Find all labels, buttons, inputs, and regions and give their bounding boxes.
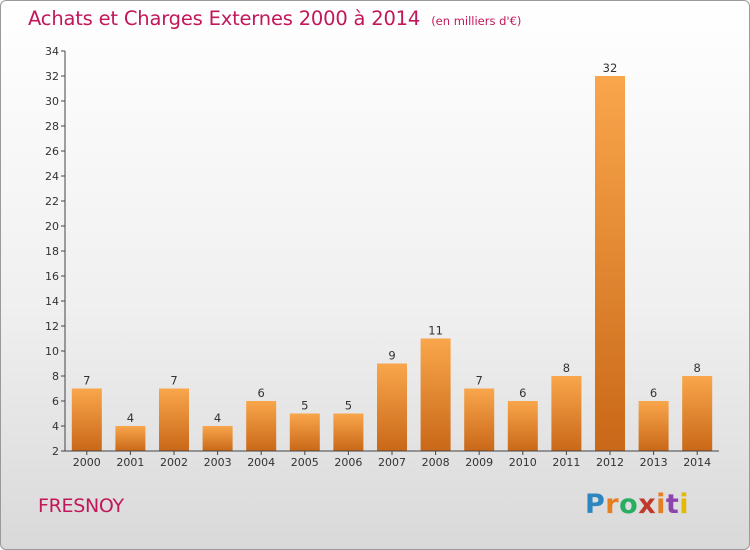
y-tick-label: 34 [45, 45, 59, 58]
x-tick-label: 2009 [465, 456, 493, 469]
proxiti-logo[interactable]: Proxiti [585, 489, 689, 520]
bar-value-label: 6 [519, 386, 526, 400]
bars: 7 4 7 4 6 5 5 9 11 7 6 8 32 6 8 [71, 61, 713, 451]
x-tick-label: 2013 [640, 456, 668, 469]
bar-2008 [420, 338, 451, 451]
commune-name: FRESNOY [38, 495, 124, 517]
logo-letter: t [665, 489, 680, 520]
x-tick-label: 2000 [73, 456, 101, 469]
y-tick-label: 4 [52, 420, 59, 433]
x-tick-label: 2011 [552, 456, 580, 469]
bar-value-label: 4 [214, 411, 221, 425]
x-tick-label: 2008 [422, 456, 450, 469]
y-tick-label: 8 [52, 370, 59, 383]
y-tick-label: 6 [52, 395, 59, 408]
y-tick-label: 24 [45, 170, 59, 183]
x-tick-label: 2001 [116, 456, 144, 469]
bar-value-label: 11 [428, 324, 443, 338]
bar-2003 [202, 426, 233, 451]
y-tick-label: 16 [45, 270, 59, 283]
bar-2013 [638, 401, 669, 451]
logo-letter: r [605, 489, 620, 520]
bar-value-label: 7 [83, 374, 90, 388]
y-tick-label: 20 [45, 220, 59, 233]
y-tick-label: 10 [45, 345, 59, 358]
bar-value-label: 5 [301, 399, 308, 413]
x-tick-label: 2014 [683, 456, 711, 469]
y-tick-label: 22 [45, 195, 59, 208]
x-tick-label: 2010 [509, 456, 537, 469]
bar-value-label: 6 [650, 386, 657, 400]
title-row: Achats et Charges Externes 2000 à 2014 (… [28, 7, 521, 30]
bar-value-label: 6 [258, 386, 265, 400]
logo-letter: P [585, 489, 606, 520]
chart-subtitle: (en milliers d'€) [431, 14, 522, 28]
bar-value-label: 7 [476, 374, 483, 388]
x-tick-label: 2012 [596, 456, 624, 469]
y-tick-label: 12 [45, 320, 59, 333]
bar-2010 [507, 401, 538, 451]
bar-2001 [115, 426, 146, 451]
y-tick-label: 32 [45, 70, 59, 83]
y-tick-label: 30 [45, 95, 59, 108]
bar-value-label: 4 [127, 411, 134, 425]
y-tick-label: 28 [45, 120, 59, 133]
bar-value-label: 7 [170, 374, 177, 388]
bar-2002 [159, 388, 189, 451]
bar-2006 [333, 413, 364, 451]
bar-value-label: 8 [563, 361, 570, 375]
bar-2014 [682, 376, 713, 451]
bar-2004 [246, 401, 277, 451]
x-tick-label: 2006 [334, 456, 362, 469]
x-tick-label: 2002 [160, 456, 188, 469]
x-tick-label: 2007 [378, 456, 406, 469]
y-tick-label: 18 [45, 245, 59, 258]
chart-title: Achats et Charges Externes 2000 à 2014 [28, 7, 421, 30]
y-tick-label: 2 [52, 445, 59, 458]
bar-2012 [595, 76, 625, 451]
bar-value-label: 9 [388, 349, 395, 363]
x-tick-label: 2005 [291, 456, 319, 469]
bar-2011 [551, 376, 582, 451]
bar-2009 [464, 388, 495, 451]
x-tick-label: 2004 [247, 456, 275, 469]
logo-letter: i [679, 489, 690, 520]
bar-value-label: 8 [694, 361, 701, 375]
x-axis: 2000 2001 2002 2003 2004 2005 2006 2007 2008 2009… [65, 450, 719, 469]
logo-letter: x [638, 489, 657, 520]
logo-letter: i [656, 489, 666, 520]
y-tick-label: 26 [45, 145, 59, 158]
bar-value-label: 5 [345, 399, 352, 413]
logo-letter: o [619, 489, 639, 520]
bar-2007 [377, 363, 407, 451]
bar-value-label: 32 [603, 61, 618, 75]
bar-2000 [71, 388, 102, 451]
bar-2005 [289, 413, 320, 451]
y-tick-label: 14 [45, 295, 59, 308]
x-tick-label: 2003 [204, 456, 232, 469]
